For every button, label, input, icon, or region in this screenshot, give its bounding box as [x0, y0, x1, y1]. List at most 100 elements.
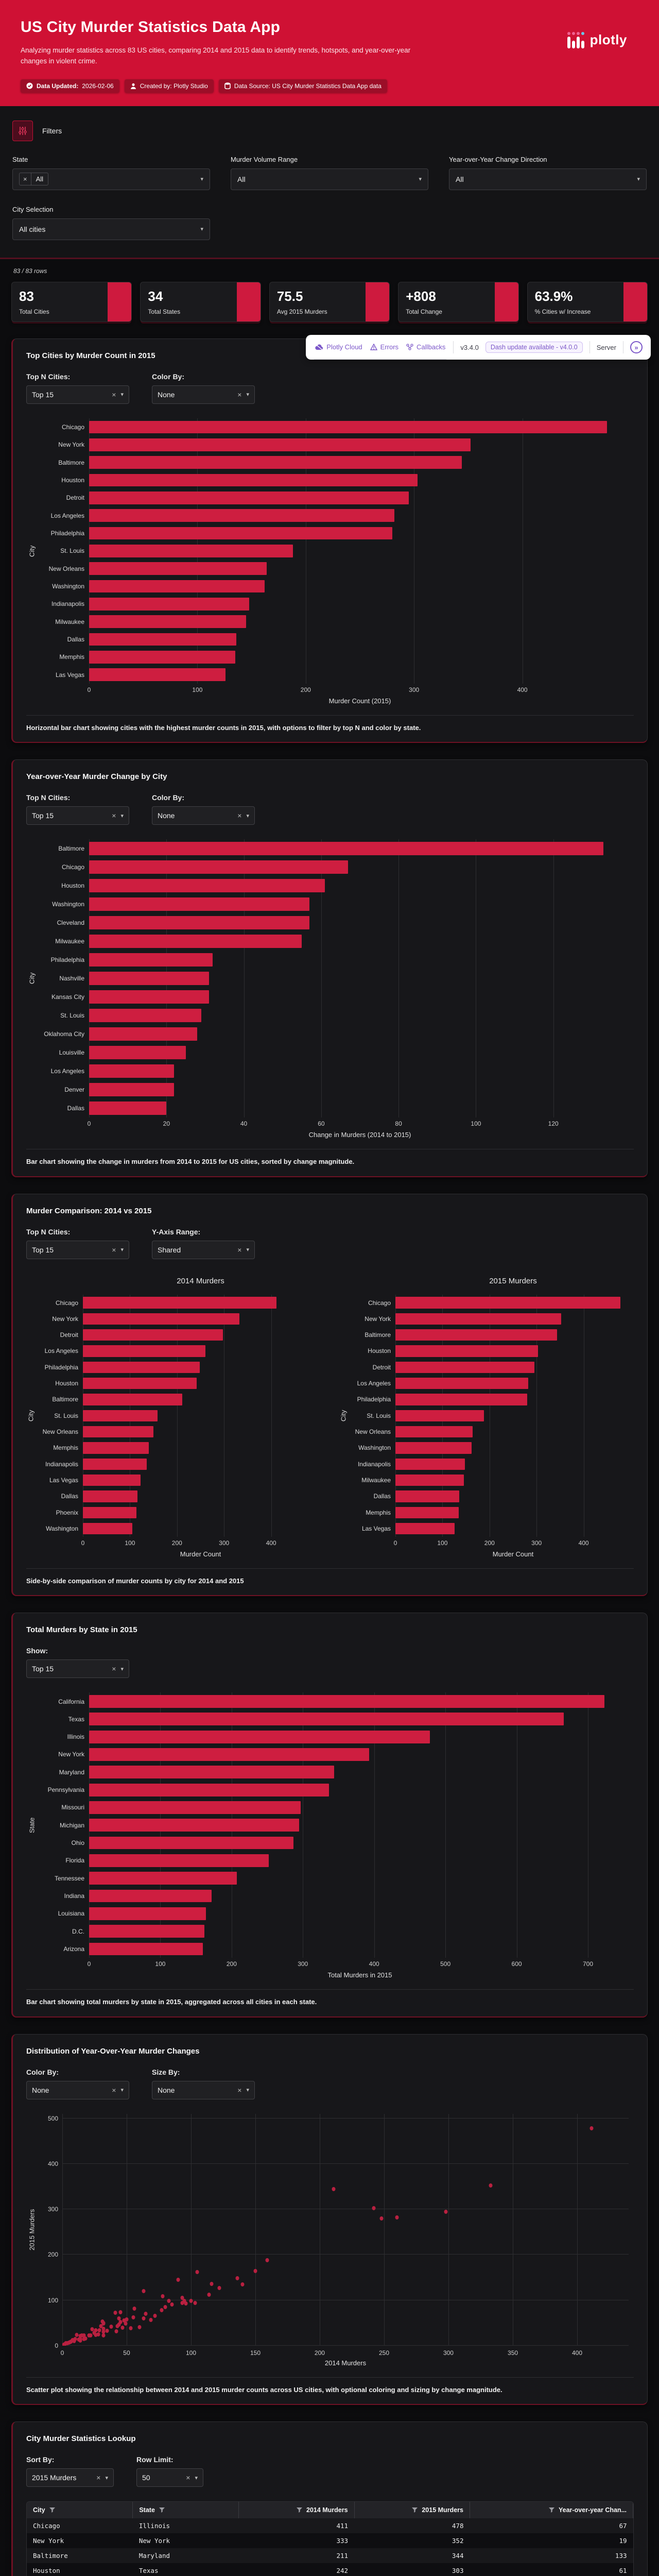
top-n-cities-dropdown[interactable]: Top 15 × ▾	[26, 385, 129, 404]
bar[interactable]	[395, 1410, 484, 1422]
scatter-point[interactable]	[97, 2328, 101, 2332]
scatter-point[interactable]	[118, 2310, 123, 2315]
city-selection-dropdown[interactable]: All cities ▾	[12, 218, 210, 240]
bar[interactable]	[395, 1490, 460, 1502]
bar[interactable]	[83, 1377, 197, 1389]
bar[interactable]	[89, 897, 310, 911]
scatter-point[interactable]	[89, 2333, 93, 2338]
y-axis-range-dropdown[interactable]: Shared × ▾	[152, 1240, 255, 1259]
bar[interactable]	[395, 1426, 473, 1438]
bar[interactable]	[395, 1329, 558, 1341]
bar[interactable]	[89, 1046, 186, 1060]
row-limit-dropdown[interactable]: 50 × ▾	[136, 2468, 203, 2487]
state-filter-dropdown[interactable]: × All ▾	[12, 168, 210, 190]
dash-update-pill[interactable]: Dash update available - v4.0.0	[485, 342, 583, 353]
bar[interactable]	[83, 1522, 132, 1535]
bar[interactable]	[395, 1394, 527, 1405]
scatter-point[interactable]	[77, 2337, 81, 2342]
bar[interactable]	[89, 456, 462, 469]
scatter-point[interactable]	[161, 2294, 165, 2298]
scatter-point[interactable]	[170, 2302, 174, 2307]
scatter-point[interactable]	[109, 2324, 113, 2329]
scatter-point[interactable]	[167, 2298, 171, 2303]
bar[interactable]	[89, 1713, 564, 1726]
bar[interactable]	[89, 597, 250, 611]
clear-icon[interactable]: ×	[112, 390, 116, 399]
bar[interactable]	[89, 527, 393, 540]
filter-funnel-icon[interactable]	[49, 2507, 55, 2513]
bar[interactable]	[83, 1426, 154, 1438]
scatter-point[interactable]	[253, 2269, 257, 2274]
table-row[interactable]: Chicago Illinois 411 478 67	[27, 2518, 633, 2534]
scatter-point[interactable]	[99, 2324, 103, 2328]
bar[interactable]	[83, 1345, 205, 1357]
clear-icon[interactable]: ×	[237, 2086, 242, 2094]
scatter-point[interactable]	[96, 2332, 100, 2336]
bar[interactable]	[89, 953, 213, 967]
scatter-point[interactable]	[117, 2316, 121, 2320]
clear-icon[interactable]: ×	[237, 390, 242, 399]
scatter-point[interactable]	[372, 2206, 376, 2210]
clear-icon[interactable]: ×	[112, 1245, 116, 1254]
scatter-point[interactable]	[129, 2326, 133, 2331]
bar[interactable]	[89, 580, 265, 593]
column-header[interactable]: State	[132, 2502, 239, 2519]
bar[interactable]	[89, 1009, 201, 1023]
scatter-point[interactable]	[105, 2328, 109, 2333]
scatter-point[interactable]	[184, 2301, 188, 2306]
clear-icon[interactable]: ×	[112, 2086, 116, 2094]
scatter-point[interactable]	[125, 2317, 129, 2321]
column-header[interactable]: 2015 Murders	[354, 2502, 470, 2519]
callbacks-button[interactable]: Callbacks	[406, 343, 445, 351]
bar[interactable]	[395, 1506, 459, 1519]
scatter-point[interactable]	[444, 2209, 448, 2214]
clear-icon[interactable]: ×	[96, 2473, 101, 2482]
bar[interactable]	[89, 668, 226, 681]
bar[interactable]	[89, 1872, 237, 1885]
bar[interactable]	[89, 1942, 203, 1956]
scatter-point[interactable]	[332, 2187, 336, 2192]
clear-icon[interactable]: ×	[186, 2473, 190, 2482]
bar[interactable]	[83, 1297, 276, 1309]
scatter-point[interactable]	[90, 2327, 94, 2332]
bar[interactable]	[395, 1458, 465, 1470]
scatter-point[interactable]	[82, 2336, 86, 2341]
bar[interactable]	[83, 1474, 141, 1486]
scatter-point[interactable]	[160, 2308, 163, 2313]
scatter-point[interactable]	[207, 2293, 211, 2297]
bar[interactable]	[83, 1361, 200, 1374]
scatter-point[interactable]	[132, 2307, 136, 2311]
clear-icon[interactable]: ×	[237, 1245, 242, 1254]
bar[interactable]	[89, 1064, 175, 1078]
bar[interactable]	[83, 1410, 158, 1422]
bar[interactable]	[89, 1027, 198, 1041]
bar[interactable]	[89, 1783, 330, 1797]
scatter-point[interactable]	[137, 2325, 142, 2329]
filter-funnel-icon[interactable]	[296, 2507, 302, 2513]
bar[interactable]	[89, 544, 293, 557]
table-row[interactable]: Houston Texas 242 303 61	[27, 2563, 633, 2576]
bar[interactable]	[83, 1506, 137, 1519]
yoy-direction-dropdown[interactable]: All ▾	[449, 168, 647, 190]
collapse-toolbar-button[interactable]: »	[630, 341, 643, 353]
scatter-point[interactable]	[101, 2327, 106, 2331]
bar[interactable]	[89, 860, 349, 874]
bar[interactable]	[89, 879, 325, 893]
bar[interactable]	[89, 916, 310, 930]
bar[interactable]	[89, 1101, 167, 1115]
scatter-point[interactable]	[265, 2258, 269, 2262]
bar[interactable]	[89, 509, 395, 522]
bar[interactable]	[83, 1313, 240, 1325]
bar[interactable]	[89, 1748, 369, 1761]
scatter-point[interactable]	[395, 2215, 399, 2220]
filter-funnel-icon[interactable]	[412, 2507, 418, 2513]
scatter-point[interactable]	[62, 2343, 66, 2346]
column-header[interactable]: City	[27, 2502, 133, 2519]
bar[interactable]	[89, 650, 236, 664]
scatter-point[interactable]	[149, 2317, 153, 2322]
scatter-point[interactable]	[210, 2281, 214, 2286]
scatter-point[interactable]	[189, 2299, 193, 2303]
scatter-point[interactable]	[142, 2316, 146, 2320]
scatter-point[interactable]	[235, 2276, 239, 2281]
bar[interactable]	[83, 1394, 182, 1405]
